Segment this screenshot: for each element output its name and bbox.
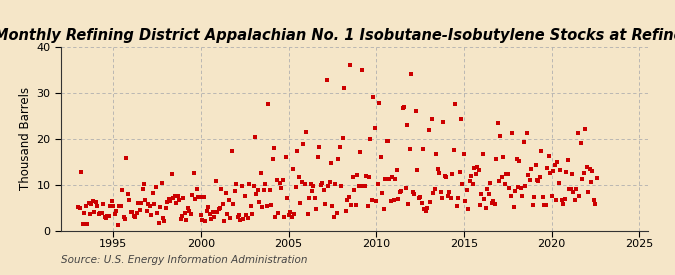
Title: Monthly Refining District Appalachian No. 1 Isobutane-Isobutylene Stocks at Refi: Monthly Refining District Appalachian No… [0, 28, 675, 43]
Point [86, 202, 97, 207]
Point [329, 214, 340, 219]
Point [345, 63, 356, 67]
Point [530, 163, 541, 167]
Point [564, 187, 574, 191]
Point [118, 215, 129, 219]
Point [210, 179, 221, 184]
Point [431, 152, 441, 156]
Point [365, 137, 376, 141]
Point [437, 196, 448, 200]
Point [419, 206, 430, 211]
Point [535, 175, 545, 179]
Point [512, 185, 523, 189]
Point [327, 204, 338, 208]
Point [402, 123, 412, 127]
Point [109, 212, 120, 216]
Point [200, 219, 211, 224]
Point [547, 169, 558, 174]
Point [432, 166, 443, 171]
Point [242, 216, 253, 220]
Point [277, 178, 288, 182]
Point [418, 146, 429, 151]
Point [184, 209, 194, 213]
Point [517, 194, 528, 199]
Point [438, 120, 449, 125]
Point [463, 207, 474, 211]
Point [323, 184, 333, 189]
Point [392, 168, 402, 173]
Point [571, 187, 582, 192]
Point [536, 148, 547, 153]
Point [446, 196, 456, 201]
Point [234, 213, 244, 217]
Point [501, 171, 512, 176]
Point [532, 178, 543, 182]
Point [479, 197, 490, 201]
Point [476, 192, 487, 196]
Point [295, 200, 306, 205]
Point [130, 214, 140, 219]
Point [111, 209, 122, 214]
Point [574, 194, 585, 198]
Point [425, 200, 436, 204]
Point [511, 157, 522, 162]
Point [558, 202, 568, 207]
Point [244, 182, 254, 186]
Point [577, 177, 588, 182]
Point [533, 179, 544, 183]
Point [412, 167, 423, 172]
Point [435, 190, 446, 194]
Point [163, 197, 174, 201]
Point [279, 215, 290, 219]
Point [146, 212, 157, 217]
Point [421, 208, 431, 213]
Point [198, 195, 209, 199]
Point [82, 222, 92, 227]
Point [290, 185, 301, 189]
Point [346, 203, 357, 208]
Point [383, 139, 394, 143]
Point [281, 196, 292, 200]
Point [560, 197, 570, 201]
Point [95, 211, 105, 215]
Point [196, 213, 207, 218]
Point [79, 211, 90, 216]
Point [393, 196, 404, 201]
Point [219, 219, 230, 224]
Point [493, 178, 504, 183]
Point [136, 201, 146, 205]
Point [434, 171, 445, 175]
Point [221, 191, 232, 195]
Point [260, 182, 271, 186]
Point [456, 117, 466, 121]
Point [422, 205, 433, 210]
Point [155, 205, 165, 209]
Point [510, 189, 520, 193]
Point [580, 127, 591, 131]
Point [157, 216, 168, 220]
Point [97, 211, 107, 215]
Point [587, 169, 598, 173]
Point [549, 163, 560, 168]
Point [477, 152, 488, 156]
Point [108, 204, 119, 208]
Point [508, 204, 519, 209]
Point [147, 191, 158, 195]
Point [488, 199, 499, 203]
Point [400, 186, 411, 190]
Point [236, 184, 247, 189]
Point [584, 166, 595, 171]
Point [88, 199, 99, 204]
Point [506, 194, 516, 198]
Point [408, 190, 418, 194]
Point [443, 194, 454, 198]
Point [516, 185, 526, 190]
Point [464, 178, 475, 183]
Point [223, 198, 234, 203]
Point [447, 171, 458, 176]
Point [294, 175, 304, 180]
Point [84, 212, 95, 216]
Point [378, 207, 389, 211]
Point [276, 185, 287, 190]
